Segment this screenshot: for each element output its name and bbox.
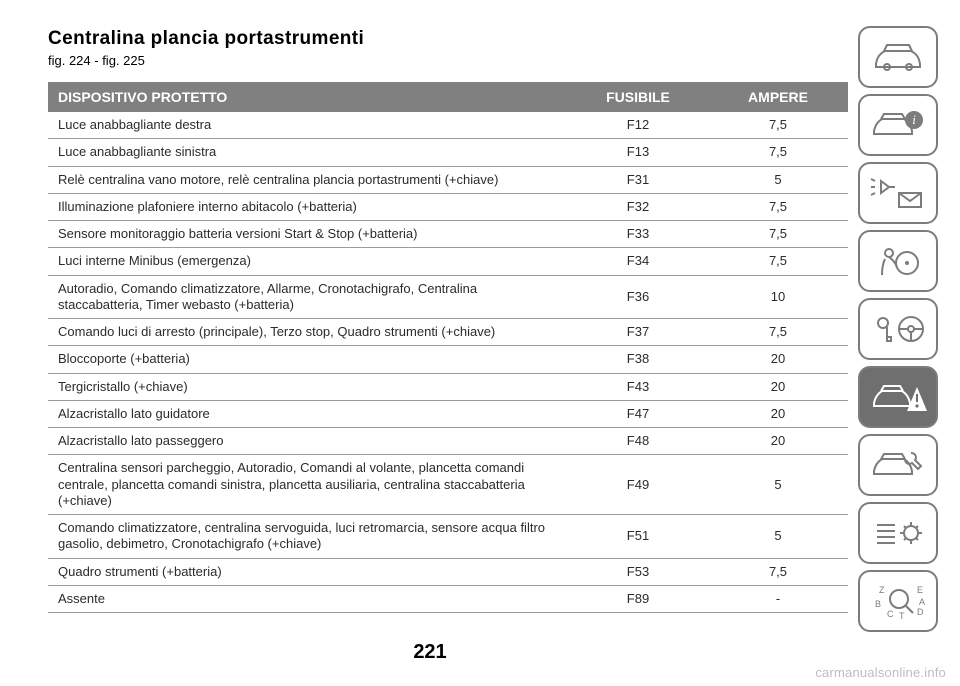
- cell-amp: 7,5: [708, 112, 848, 139]
- cell-amp: 5: [708, 515, 848, 559]
- alphabet-search-icon[interactable]: Z E B A CT D: [858, 570, 938, 632]
- cell-desc: Alzacristallo lato guidatore: [48, 400, 568, 427]
- cell-fuse: F48: [568, 428, 708, 455]
- cell-amp: 20: [708, 346, 848, 373]
- th-amp: AMPERE: [708, 82, 848, 112]
- cell-desc: Luce anabbagliante destra: [48, 112, 568, 139]
- table-row: Quadro strumenti (+batteria)F537,5: [48, 558, 848, 585]
- table-row: Tergicristallo (+chiave)F4320: [48, 373, 848, 400]
- cell-amp: 7,5: [708, 139, 848, 166]
- table-row: Luce anabbagliante sinistraF137,5: [48, 139, 848, 166]
- table-row: Bloccoporte (+batteria)F3820: [48, 346, 848, 373]
- cell-desc: Comando luci di arresto (principale), Te…: [48, 319, 568, 346]
- table-row: AssenteF89-: [48, 585, 848, 612]
- cell-fuse: F12: [568, 112, 708, 139]
- cell-fuse: F51: [568, 515, 708, 559]
- cell-amp: 7,5: [708, 221, 848, 248]
- emergency-warning-icon[interactable]: [858, 366, 938, 428]
- cell-fuse: F47: [568, 400, 708, 427]
- table-row: Luce anabbagliante destraF127,5: [48, 112, 848, 139]
- cell-amp: 20: [708, 400, 848, 427]
- page-subtitle: fig. 224 - fig. 225: [48, 53, 848, 68]
- vehicle-info-icon[interactable]: i: [858, 94, 938, 156]
- cell-amp: 10: [708, 275, 848, 319]
- svg-text:B: B: [875, 599, 881, 609]
- lights-messages-icon[interactable]: [858, 162, 938, 224]
- cell-fuse: F33: [568, 221, 708, 248]
- cell-desc: Alzacristallo lato passeggero: [48, 428, 568, 455]
- cell-fuse: F34: [568, 248, 708, 275]
- cell-desc: Autoradio, Comando climatizzatore, Allar…: [48, 275, 568, 319]
- cell-fuse: F49: [568, 455, 708, 515]
- cell-amp: 20: [708, 428, 848, 455]
- cell-fuse: F37: [568, 319, 708, 346]
- fuse-table: DISPOSITIVO PROTETTO FUSIBILE AMPERE Luc…: [48, 82, 848, 613]
- cell-amp: 7,5: [708, 248, 848, 275]
- cell-desc: Tergicristallo (+chiave): [48, 373, 568, 400]
- page-title: Centralina plancia portastrumenti: [48, 28, 848, 50]
- key-wheel-icon[interactable]: [858, 298, 938, 360]
- cell-fuse: F32: [568, 193, 708, 220]
- cell-desc: Assente: [48, 585, 568, 612]
- page-number: 221: [0, 641, 860, 664]
- svg-text:Z: Z: [879, 585, 885, 595]
- cell-amp: 5: [708, 455, 848, 515]
- table-row: Centralina sensori parcheggio, Autoradio…: [48, 455, 848, 515]
- section-tabs: i Z E B A CT D: [858, 26, 938, 638]
- cell-amp: 5: [708, 166, 848, 193]
- cell-desc: Comando climatizzatore, centralina servo…: [48, 515, 568, 559]
- cell-fuse: F53: [568, 558, 708, 585]
- cell-desc: Luce anabbagliante sinistra: [48, 139, 568, 166]
- table-row: Alzacristallo lato guidatoreF4720: [48, 400, 848, 427]
- cell-desc: Illuminazione plafoniere interno abitaco…: [48, 193, 568, 220]
- cell-fuse: F43: [568, 373, 708, 400]
- svg-text:D: D: [917, 607, 924, 617]
- cell-fuse: F13: [568, 139, 708, 166]
- cell-amp: -: [708, 585, 848, 612]
- cell-fuse: F36: [568, 275, 708, 319]
- cell-desc: Quadro strumenti (+batteria): [48, 558, 568, 585]
- table-row: Comando climatizzatore, centralina servo…: [48, 515, 848, 559]
- cell-desc: Relè centralina vano motore, relè centra…: [48, 166, 568, 193]
- manual-page: Centralina plancia portastrumenti fig. 2…: [0, 0, 960, 686]
- table-header-row: DISPOSITIVO PROTETTO FUSIBILE AMPERE: [48, 82, 848, 112]
- table-row: Luci interne Minibus (emergenza)F347,5: [48, 248, 848, 275]
- settings-list-icon[interactable]: [858, 502, 938, 564]
- svg-text:C: C: [887, 609, 894, 619]
- airbag-icon[interactable]: [858, 230, 938, 292]
- th-desc: DISPOSITIVO PROTETTO: [48, 82, 568, 112]
- content-area: Centralina plancia portastrumenti fig. 2…: [48, 28, 848, 613]
- svg-text:i: i: [912, 112, 916, 127]
- watermark: carmanualsonline.info: [815, 665, 946, 680]
- cell-fuse: F31: [568, 166, 708, 193]
- cell-fuse: F38: [568, 346, 708, 373]
- cell-desc: Luci interne Minibus (emergenza): [48, 248, 568, 275]
- svg-text:E: E: [917, 585, 923, 595]
- cell-desc: Sensore monitoraggio batteria versioni S…: [48, 221, 568, 248]
- th-fuse: FUSIBILE: [568, 82, 708, 112]
- vehicle-icon[interactable]: [858, 26, 938, 88]
- cell-amp: 20: [708, 373, 848, 400]
- table-row: Autoradio, Comando climatizzatore, Allar…: [48, 275, 848, 319]
- vehicle-repair-icon[interactable]: [858, 434, 938, 496]
- table-row: Relè centralina vano motore, relè centra…: [48, 166, 848, 193]
- table-row: Alzacristallo lato passeggeroF4820: [48, 428, 848, 455]
- table-row: Comando luci di arresto (principale), Te…: [48, 319, 848, 346]
- cell-desc: Bloccoporte (+batteria): [48, 346, 568, 373]
- cell-fuse: F89: [568, 585, 708, 612]
- table-row: Sensore monitoraggio batteria versioni S…: [48, 221, 848, 248]
- svg-text:T: T: [899, 611, 905, 621]
- cell-amp: 7,5: [708, 319, 848, 346]
- cell-amp: 7,5: [708, 193, 848, 220]
- table-row: Illuminazione plafoniere interno abitaco…: [48, 193, 848, 220]
- cell-amp: 7,5: [708, 558, 848, 585]
- svg-text:A: A: [919, 597, 925, 607]
- cell-desc: Centralina sensori parcheggio, Autoradio…: [48, 455, 568, 515]
